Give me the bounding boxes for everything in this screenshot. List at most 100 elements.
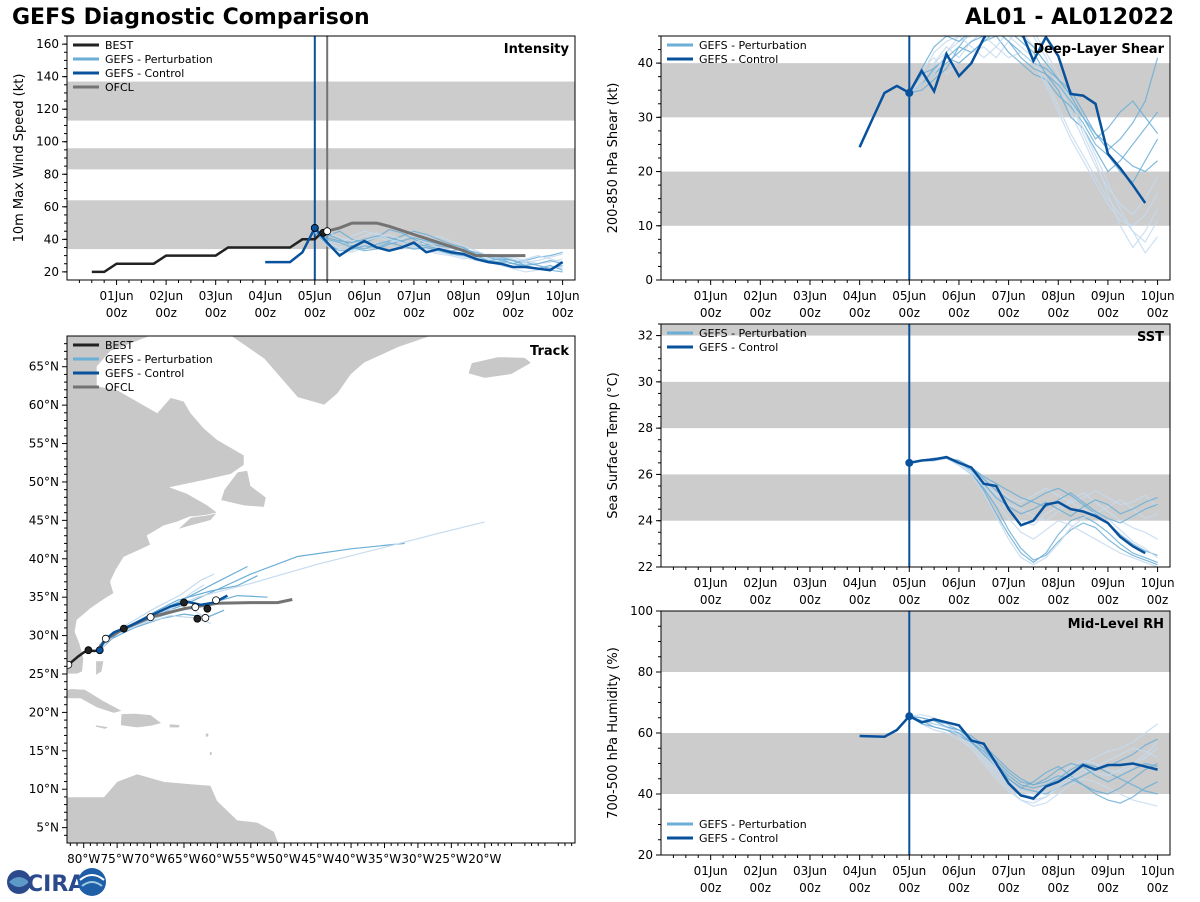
intensity-x-tick-label-date: 03Jun: [199, 289, 233, 303]
track-ofcl-marker: [191, 603, 200, 612]
sst-x-tick-label-hour: 00z: [849, 593, 871, 607]
track-perturbation-series: [99, 573, 215, 651]
track-y-tick-label: 35°N: [29, 590, 59, 604]
intensity-y-tick-label: 20: [44, 265, 59, 279]
track-best-series: [67, 648, 100, 666]
track-y-tick-label: 60°N: [29, 398, 59, 412]
rh-control-init-marker: [905, 712, 914, 721]
shear-perturbation-series: [908, 36, 1158, 173]
shear-y-tick-label: 30: [638, 110, 653, 124]
track-perturbation-series: [99, 521, 485, 651]
rh-x-tick-label-hour: 00z: [1097, 881, 1119, 895]
legend-label: OFCL: [105, 81, 135, 94]
track-perturbation-series: [99, 565, 248, 651]
track-x-tick-label: 50°W: [268, 852, 301, 866]
rh-x-tick-label-date: 03Jun: [793, 864, 827, 878]
intensity-best-marker: [310, 224, 319, 232]
track-y-tick-label: 65°N: [29, 360, 59, 374]
rh-control-series: [859, 714, 1158, 800]
rh-perturbation-series: [908, 715, 1158, 807]
rh-x-tick-label-hour: 00z: [750, 881, 772, 895]
rh-x-tick-label-hour: 00z: [1047, 881, 1069, 895]
track-ofcl-marker: [119, 624, 128, 633]
sst-perturbation-series: [909, 457, 1158, 524]
intensity-x-tick-label-hour: 00z: [552, 306, 574, 320]
sst-perturbation-series: [909, 457, 1159, 508]
rh-perturbation-series: [908, 715, 1158, 795]
rh-title: Mid-Level RH: [1068, 617, 1164, 632]
sst-chart: 22 24 26 28 30 32 01Jun 00z 02Jun 00z 03Jun 00z 04Ju…: [606, 323, 1175, 607]
sst-perturbation-series: [909, 457, 1158, 556]
intensity-perturbation-series: [314, 232, 563, 271]
sst-x-tick-label-hour: 00z: [1097, 593, 1119, 607]
track-x-tick-label: 35°W: [368, 852, 401, 866]
track-ofcl-marker: [201, 614, 210, 622]
track-perturbation-series: [99, 542, 405, 651]
rh-x-tick-label-hour: 00z: [849, 881, 871, 895]
intensity-perturbation-series: [314, 232, 563, 265]
sst-x-tick-label-hour: 00z: [750, 593, 772, 607]
logo-text: CIRA: [27, 872, 85, 897]
sst-band: [661, 474, 1170, 521]
sst-y-tick-label: 28: [638, 421, 653, 435]
page-title: GEFS Diagnostic Comparison: [12, 5, 370, 30]
sst-perturbation-series: [909, 457, 1158, 540]
track-x-tick-label: 75°W: [101, 852, 134, 866]
intensity-band: [67, 200, 575, 250]
intensity-perturbation-series: [314, 232, 563, 273]
legend-label: GEFS - Perturbation: [699, 39, 807, 52]
sst-x-tick-label-date: 08Jun: [1041, 576, 1075, 590]
rh-x-tick-label-hour: 00z: [799, 881, 821, 895]
intensity-x-tick-label-hour: 00z: [453, 306, 475, 320]
intensity-x-tick-label-date: 05Jun: [298, 289, 332, 303]
intensity-x-tick-label-date: 08Jun: [446, 289, 480, 303]
rh-x-tick-label-date: 08Jun: [1041, 864, 1075, 878]
rh-perturbation-series: [909, 715, 1159, 804]
track-y-tick-label: 20°N: [29, 705, 59, 719]
intensity-x-tick-label-hour: 00z: [205, 306, 227, 320]
shear-x-tick-label-hour: 00z: [1097, 306, 1119, 320]
rh-chart: 20 40 60 80 100 01Jun 00z 02Jun 00z 03Jun 00z 04Jun…: [606, 604, 1175, 895]
intensity-plot-area: [67, 36, 575, 280]
shear-x-tick-label-date: 08Jun: [1041, 289, 1075, 303]
martinique-land: [208, 751, 213, 756]
puerto-rico-land: [168, 723, 181, 729]
intensity-perturbation-series: [314, 228, 563, 265]
track-x-tick-label: 40°W: [335, 852, 368, 866]
sst-x-tick-label-date: 05Jun: [892, 576, 926, 590]
intensity-y-tick-label: 40: [44, 232, 59, 246]
shear-y-axis-label: 200-850 hPa Shear (kt): [606, 83, 621, 234]
intensity-best-series: [91, 230, 325, 274]
shear-y-tick-label: 40: [638, 56, 653, 70]
intensity-perturbation-series: [314, 232, 563, 270]
rh-perturbation-series: [909, 715, 1158, 795]
legend-label: GEFS - Control: [699, 341, 778, 354]
intensity-x-tick-label-date: 02Jun: [149, 289, 183, 303]
track-y-tick-label: 15°N: [29, 744, 59, 758]
intensity-x-tick-label-hour: 00z: [304, 306, 326, 320]
sst-x-tick-label-date: 03Jun: [793, 576, 827, 590]
intensity-perturbation-series: [314, 232, 563, 265]
track-x-tick-label: 70°W: [134, 852, 167, 866]
track-x-tick-label: 20°W: [468, 852, 501, 866]
track-y-tick-label: 45°N: [29, 513, 59, 527]
shear-x-tick-label-hour: 00z: [899, 306, 921, 320]
shear-x-tick-label-date: 04Jun: [843, 289, 877, 303]
sst-perturbation-series: [909, 457, 1158, 526]
track-y-tick-label: 5°N: [36, 821, 59, 835]
shear-x-tick-label-hour: 00z: [1147, 306, 1169, 320]
track-chart: 80°W 75°W 70°W 65°W 60°W 55°W 50°W 45°W 40°W 35°W…: [29, 335, 576, 866]
shear-y-tick-label: 10: [638, 219, 653, 233]
intensity-y-tick-label: 80: [44, 167, 59, 181]
intensity-frame: [66, 35, 576, 281]
rh-frame: [660, 610, 1171, 856]
intensity-perturbation-series: [314, 230, 563, 267]
shear-x-tick-label-date: 09Jun: [1091, 289, 1125, 303]
rh-perturbation-series: [909, 715, 1158, 786]
intensity-control-init-marker: [310, 223, 319, 232]
shear-title: Deep-Layer Shear: [1033, 42, 1164, 57]
intensity-perturbation-series: [314, 232, 563, 273]
bahamas-land: [95, 660, 105, 677]
legend-label: OFCL: [105, 381, 135, 394]
intensity-x-tick-label-date: 09Jun: [496, 289, 530, 303]
